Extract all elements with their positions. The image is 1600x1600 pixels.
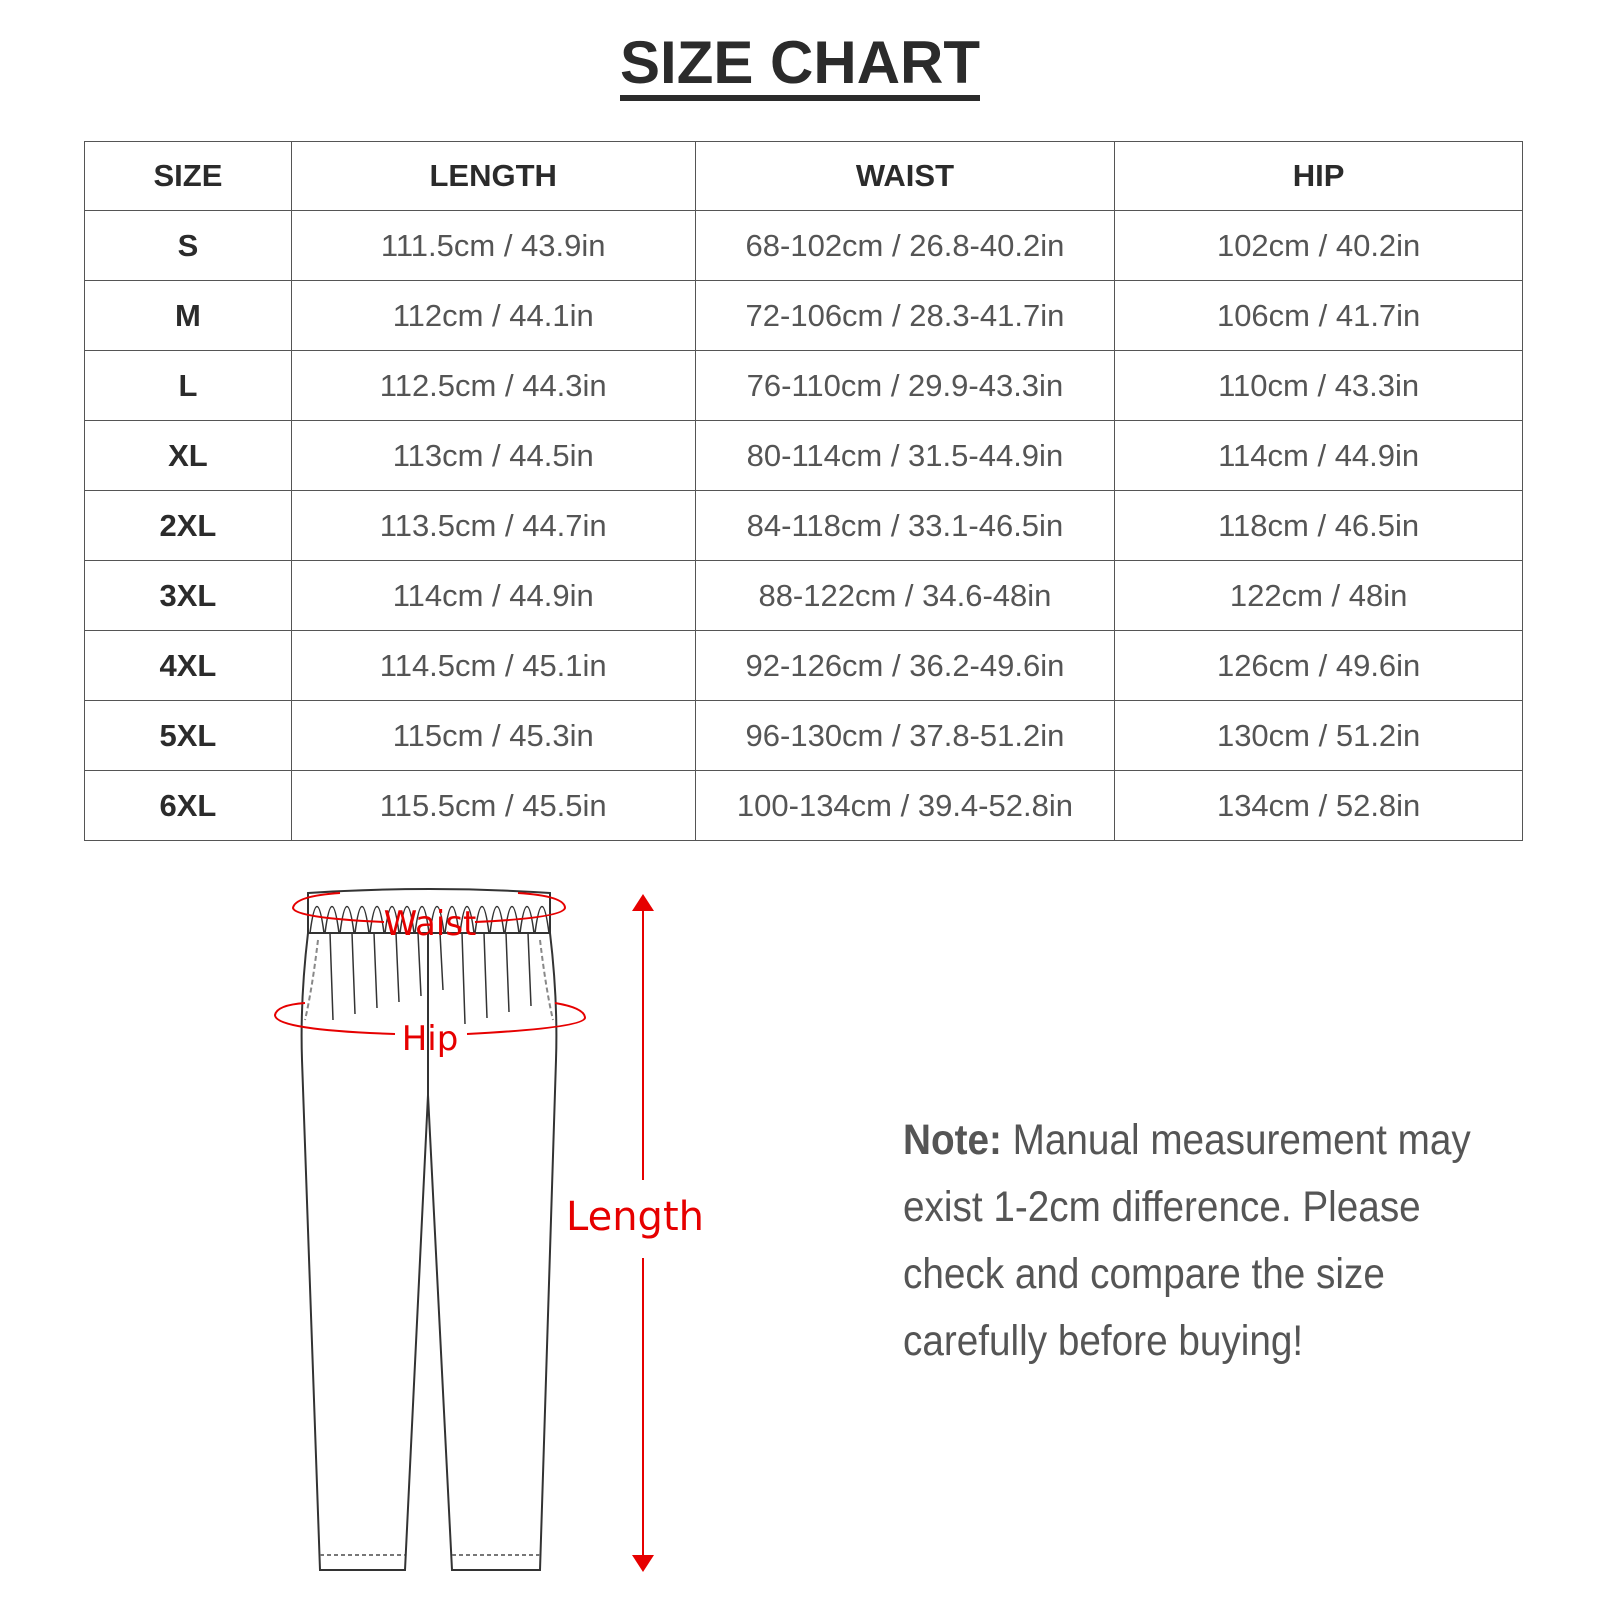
note-text: Manual measurement may exist 1-2cm diffe… <box>903 1116 1471 1365</box>
table-row: XL 113cm / 44.5in 80-114cm / 31.5-44.9in 11… <box>84 420 1523 491</box>
waist-cell: 92-126cm / 36.2-49.6in <box>694 630 1116 701</box>
hip-cell: 134cm / 52.8in <box>1114 770 1523 841</box>
size-cell: 6XL <box>84 770 292 841</box>
waist-cell: 68-102cm / 26.8-40.2in <box>694 210 1116 281</box>
arrow-down-icon <box>632 1555 654 1572</box>
table-row: 5XL 115cm / 45.3in 96-130cm / 37.8-51.2in 1… <box>84 700 1523 771</box>
table-row: M 112cm / 44.1in 72-106cm / 28.3-41.7in 106… <box>84 280 1523 351</box>
length-cell: 115.5cm / 45.5in <box>290 770 696 841</box>
size-cell: L <box>84 350 292 421</box>
table-row: L 112.5cm / 44.3in 76-110cm / 29.9-43.3in 1… <box>84 350 1523 421</box>
note: Note: Manual measurement may exist 1-2cm… <box>903 1107 1479 1375</box>
waist-cell: 80-114cm / 31.5-44.9in <box>694 420 1116 491</box>
length-cell: 114.5cm / 45.1in <box>290 630 696 701</box>
column-header: LENGTH <box>290 141 696 211</box>
table-row: 2XL 113.5cm / 44.7in 84-118cm / 33.1-46.5i… <box>84 490 1523 561</box>
length-cell: 113.5cm / 44.7in <box>290 490 696 561</box>
size-cell: 3XL <box>84 560 292 631</box>
size-cell: M <box>84 280 292 351</box>
hip-cell: 102cm / 40.2in <box>1114 210 1523 281</box>
size-cell: S <box>84 210 292 281</box>
size-cell: 5XL <box>84 700 292 771</box>
hip-cell: 110cm / 43.3in <box>1114 350 1523 421</box>
hip-cell: 130cm / 51.2in <box>1114 700 1523 771</box>
waist-cell: 96-130cm / 37.8-51.2in <box>694 700 1116 771</box>
note-label: Note: <box>903 1116 1002 1164</box>
size-cell: XL <box>84 420 292 491</box>
length-cell: 114cm / 44.9in <box>290 560 696 631</box>
waistband <box>307 888 551 934</box>
waist-cell: 76-110cm / 29.9-43.3in <box>694 350 1116 421</box>
page-title: SIZE CHART <box>0 28 1600 101</box>
length-cell: 113cm / 44.5in <box>290 420 696 491</box>
column-header: WAIST <box>694 141 1116 211</box>
length-cell: 112cm / 44.1in <box>290 280 696 351</box>
hip-cell: 122cm / 48in <box>1114 560 1523 631</box>
size-cell: 2XL <box>84 490 292 561</box>
waistband-gathers <box>309 906 550 1025</box>
hip-cell: 118cm / 46.5in <box>1114 490 1523 561</box>
column-header: HIP <box>1114 141 1523 211</box>
waist-label: Waist <box>384 904 477 944</box>
waist-cell: 100-134cm / 39.4-52.8in <box>694 770 1116 841</box>
pants-diagram: Waist Hip Length <box>273 888 704 1572</box>
waist-cell: 88-122cm / 34.6-48in <box>694 560 1116 631</box>
length-label: Length <box>566 1194 704 1240</box>
waist-cell: 72-106cm / 28.3-41.7in <box>694 280 1116 351</box>
length-cell: 112.5cm / 44.3in <box>290 350 696 421</box>
length-cell: 115cm / 45.3in <box>290 700 696 771</box>
table-row: 4XL 114.5cm / 45.1in 92-126cm / 36.2-49.6i… <box>84 630 1523 701</box>
hip-cell: 106cm / 41.7in <box>1114 280 1523 351</box>
table-row: 6XL 115.5cm / 45.5in 100-134cm / 39.4-52.8… <box>84 770 1523 841</box>
table-row: S 111.5cm / 43.9in 68-102cm / 26.8-40.2in 1… <box>84 210 1523 281</box>
size-table: SIZE LENGTH WAIST HIP S 111.5cm / 43.9in 68-1… <box>84 141 1523 841</box>
hip-cell: 114cm / 44.9in <box>1114 420 1523 491</box>
hip-cell: 126cm / 49.6in <box>1114 630 1523 701</box>
arrow-up-icon <box>632 894 654 911</box>
table-row: 3XL 114cm / 44.9in 88-122cm / 34.6-48in 122… <box>84 560 1523 631</box>
table-header-row: SIZE LENGTH WAIST HIP <box>84 141 1523 211</box>
column-header: SIZE <box>84 141 292 211</box>
size-cell: 4XL <box>84 630 292 701</box>
waist-cell: 84-118cm / 33.1-46.5in <box>694 490 1116 561</box>
hip-label: Hip <box>402 1019 459 1059</box>
length-cell: 111.5cm / 43.9in <box>290 210 696 281</box>
